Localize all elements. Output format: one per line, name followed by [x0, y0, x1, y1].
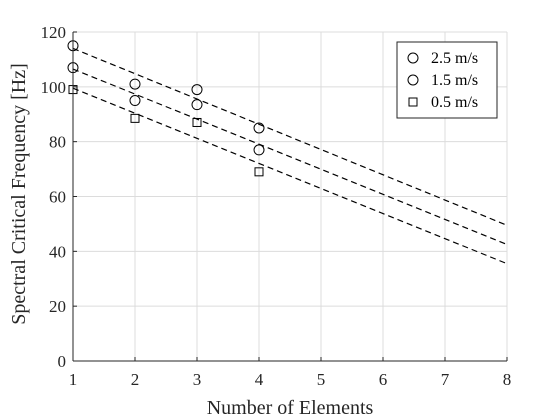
fit-line-series-2 — [72, 87, 508, 265]
x-tick-label: 7 — [441, 370, 450, 389]
y-tick-label: 80 — [49, 133, 66, 152]
data-point-series-2 — [130, 113, 140, 123]
legend-marker-2 — [408, 97, 418, 107]
x-tick-label: 1 — [69, 370, 78, 389]
x-tick-label: 8 — [503, 370, 512, 389]
x-tick-label: 6 — [379, 370, 388, 389]
x-tick-label: 5 — [317, 370, 326, 389]
legend-entry-2: 0.5 m/s — [431, 94, 478, 111]
data-point-series-2 — [192, 117, 202, 127]
legend-entry-0: 2.5 m/s — [431, 50, 478, 67]
data-point-series-2 — [254, 167, 264, 177]
x-tick-label: 4 — [255, 370, 264, 389]
data-point-series-1 — [253, 144, 265, 156]
x-axis-label: Number of Elements — [207, 397, 374, 419]
y-tick-label: 120 — [41, 23, 67, 42]
y-tick-label: 20 — [49, 297, 66, 316]
legend-marker-1 — [407, 74, 419, 86]
y-axis-label: Spectral Critical Frequency [Hz] — [8, 63, 30, 325]
data-point-series-0 — [253, 122, 265, 134]
data-markers — [67, 40, 265, 177]
legend-box — [396, 41, 498, 119]
x-tick-label: 3 — [193, 370, 202, 389]
axes — [72, 31, 508, 362]
y-tick-label: 60 — [49, 188, 66, 207]
y-tick-labels: 0 20 40 60 80 100 120 — [41, 23, 67, 371]
data-point-series-0 — [129, 78, 141, 90]
data-point-series-1 — [191, 99, 203, 111]
x-tick-labels: 1 2 3 4 5 6 7 8 — [69, 370, 512, 389]
fit-line-series-0 — [72, 47, 508, 226]
data-point-series-1 — [129, 95, 141, 107]
legend: 2.5 m/s 1.5 m/s 0.5 m/s — [396, 41, 498, 119]
y-tick-label: 0 — [58, 352, 67, 371]
legend-entry-1: 1.5 m/s — [431, 72, 478, 89]
y-tick-label: 100 — [41, 78, 67, 97]
legend-marker-0 — [407, 52, 419, 64]
data-point-series-0 — [191, 84, 203, 96]
y-tick-label: 40 — [49, 242, 66, 261]
fit-lines — [72, 47, 508, 265]
x-tick-label: 2 — [131, 370, 140, 389]
fit-line-series-1 — [72, 68, 508, 246]
